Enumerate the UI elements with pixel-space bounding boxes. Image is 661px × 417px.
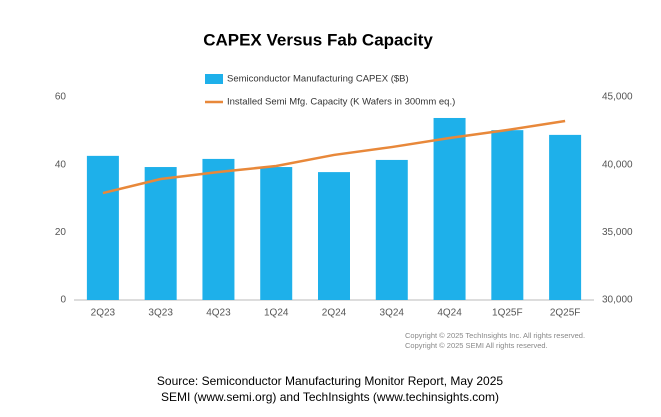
legend-swatch xyxy=(205,74,223,84)
x-tick-label: 1Q25F xyxy=(492,308,523,319)
copyright: Copyright © 2025 SEMI All rights reserve… xyxy=(405,341,548,350)
bar xyxy=(144,167,177,300)
x-tick-label: 4Q23 xyxy=(206,308,231,319)
line xyxy=(102,119,566,195)
bar xyxy=(86,155,119,300)
bar xyxy=(549,134,582,300)
x-tick-label: 2Q25F xyxy=(550,308,581,319)
y2-tick-label: 45,000 xyxy=(602,92,633,103)
y-tick-label: 0 xyxy=(60,295,66,306)
y2-tick-label: 40,000 xyxy=(602,159,633,170)
y-tick-label: 60 xyxy=(55,92,67,103)
bar xyxy=(202,158,235,300)
bar xyxy=(375,159,408,300)
chart-title: CAPEX Versus Fab Capacity xyxy=(203,30,433,49)
legend-label: Installed Semi Mfg. Capacity (K Wafers i… xyxy=(227,97,455,108)
source: SEMI (www.semi.org) and TechInsights (ww… xyxy=(161,390,499,404)
x-tick-label: 3Q23 xyxy=(148,308,173,319)
bar xyxy=(491,130,524,300)
bar xyxy=(318,172,350,300)
y-tick-label: 20 xyxy=(55,227,67,238)
copyright: Copyright © 2025 TechInsights Inc. All r… xyxy=(405,331,585,340)
x-tick-label: 4Q24 xyxy=(437,308,462,319)
bar xyxy=(260,167,293,300)
bar xyxy=(433,117,466,300)
y2-tick-label: 35,000 xyxy=(602,227,633,238)
x-tick-label: 2Q24 xyxy=(322,308,347,319)
legend-label: Semiconductor Manufacturing CAPEX ($B) xyxy=(227,74,409,85)
y2-tick-label: 30,000 xyxy=(602,295,633,306)
y-tick-label: 40 xyxy=(55,159,67,170)
x-tick-label: 2Q23 xyxy=(91,308,116,319)
x-tick-label: 3Q24 xyxy=(380,308,405,319)
x-tick-label: 1Q24 xyxy=(264,308,289,319)
source: Source: Semiconductor Manufacturing Moni… xyxy=(157,374,503,388)
